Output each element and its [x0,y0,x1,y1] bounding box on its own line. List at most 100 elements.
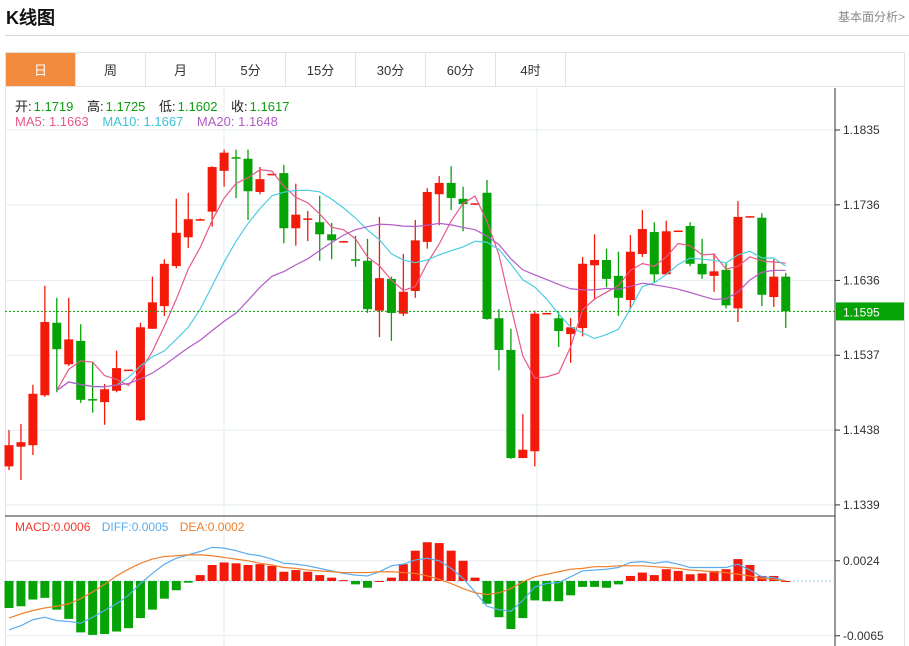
macd-bar [100,581,110,635]
candle-body [171,232,181,267]
candle-body [697,263,707,275]
macd-bar [112,581,122,632]
fundamental-analysis-link[interactable]: 基本面分析> [837,10,905,24]
macd-bar [482,581,492,604]
candle-body [554,318,564,332]
macd-bar [566,581,576,596]
low-value: 1.1602 [177,99,218,114]
macd-bar [745,564,755,581]
macd-bar [315,575,325,581]
page-title: K线图 [6,8,55,28]
candle-body [446,182,456,199]
candle-body [4,445,14,467]
candle-body [422,191,432,242]
macd-bar [28,581,38,600]
macd-bar [410,550,420,581]
macd-bar [351,581,361,585]
close-label: 收: [231,99,248,114]
tab-60min[interactable]: 60分 [426,53,496,86]
candle-body [231,157,241,159]
close-value: 1.1617 [249,99,290,114]
macd-bar [542,581,552,602]
macd-bar [685,574,695,581]
macd-bar [64,581,74,619]
open-label: 开: [15,99,32,114]
dea-value: DEA:0.0002 [179,520,245,534]
ma10-line [56,189,787,391]
macd-bar [363,581,372,588]
tab-5min[interactable]: 5分 [216,53,286,86]
candle-body [327,234,337,241]
candle-body [542,312,552,315]
candle-body [351,259,361,261]
tab-week[interactable]: 周 [76,53,146,86]
dea-line [8,554,786,619]
tab-day[interactable]: 日 [6,53,76,86]
ma20-value: MA20: 1.1648 [196,114,278,129]
macd-bar [446,550,456,581]
candle-body [88,399,98,401]
macd-bar [673,570,683,581]
candle-body [721,269,731,306]
candle-body [590,260,600,266]
macd-tick-label: -0.0065 [843,629,884,643]
macd-bar [135,581,145,619]
candle-body [566,327,576,335]
macd-tick-label: 0.0024 [843,554,880,568]
macd-bar [279,571,289,581]
candle-body [745,216,755,218]
macd-bar [590,581,600,587]
macd-bar [602,581,611,588]
candle-body [470,203,480,205]
macd-value: MACD:0.0006 [15,520,91,534]
tab-4hour[interactable]: 4时 [496,53,566,86]
candle-body [207,167,217,212]
candle-body [781,276,791,312]
ohlc-readout: 开: 1.1719 高: 1.1725 低: 1.1602 收: 1.1617 [15,96,299,115]
macd-bar [374,581,384,582]
chart-frame [5,87,905,646]
tab-15min[interactable]: 15分 [286,53,356,86]
candle-body [578,263,588,329]
macd-bar [291,570,301,581]
macd-bar [769,575,779,581]
macd-bar [76,581,86,633]
candle-body [625,251,635,301]
candle-body [649,232,659,275]
high-value: 1.1725 [105,99,146,114]
macd-bar [613,581,623,585]
price-tick-label: 1.1835 [843,123,880,137]
macd-bar [386,577,396,581]
candle-body [159,263,169,307]
candle-body [64,339,74,365]
tab-month[interactable]: 月 [146,53,216,86]
candle-body [52,322,62,350]
candle-body [661,231,671,275]
candle-body [757,217,767,295]
candle-body [363,260,372,310]
macd-bar [434,543,444,581]
price-tick-label: 1.1736 [843,198,880,212]
macd-bar [339,580,349,582]
candle-body [386,278,396,313]
candle-body [709,271,719,276]
macd-bar [231,563,241,581]
candle-body [410,240,420,291]
candle-body [100,389,110,403]
price-tick-label: 1.1438 [843,423,880,437]
last-price-label: 1.1595 [843,305,880,319]
macd-bar [661,569,671,581]
candle-body [673,230,683,233]
candle-body [28,393,38,446]
macd-bar [781,581,791,582]
tab-30min[interactable]: 30分 [356,53,426,86]
macd-bar [16,581,26,607]
candle-body [518,449,528,459]
candle-body [374,278,384,311]
candle-body [339,241,349,243]
price-tick-label: 1.1537 [843,348,880,362]
candle-body [124,369,133,372]
ma5-line [56,169,786,391]
macd-bar [422,542,432,581]
